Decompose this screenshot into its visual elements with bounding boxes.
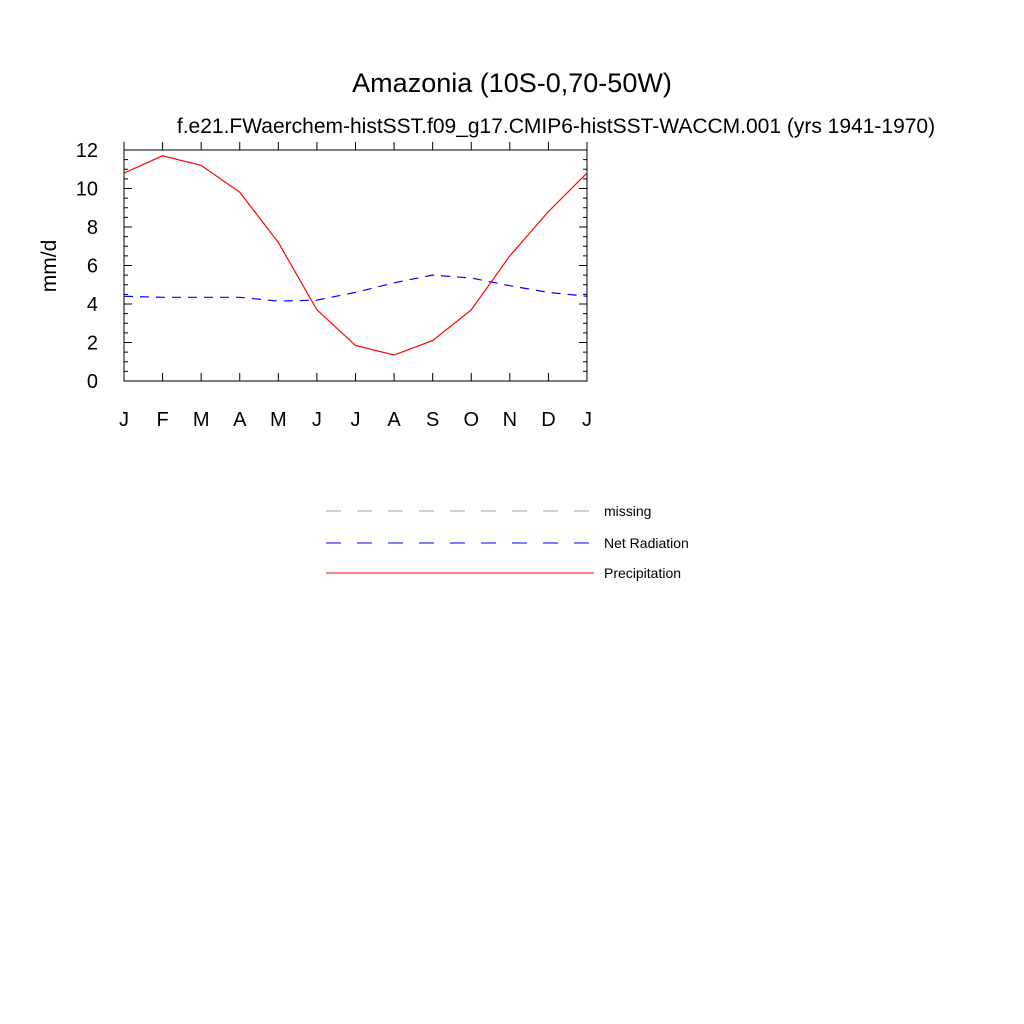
x-tick-label: J	[351, 409, 361, 431]
series-line-precipitation	[123, 155, 588, 356]
x-tick-label: S	[426, 409, 439, 431]
x-tick-label: M	[270, 409, 287, 431]
x-tick-label: D	[541, 409, 555, 431]
series-line-net-radiation	[123, 274, 588, 302]
y-tick-label: 0	[87, 371, 98, 393]
legend-label: Net Radiation	[604, 535, 689, 551]
chart-title: Amazonia (10S-0,70-50W)	[352, 68, 672, 98]
y-tick-label: 10	[76, 179, 98, 201]
y-tick-label: 8	[87, 217, 98, 239]
x-tick-label: J	[582, 409, 592, 431]
x-tick-label: N	[503, 409, 517, 431]
legend: missing Net Radiation Precipitation	[326, 503, 689, 581]
series	[123, 155, 588, 356]
x-tick-label: F	[156, 409, 168, 431]
x-tick-label: A	[387, 409, 401, 431]
y-tick-label: 12	[76, 140, 98, 162]
legend-label: missing	[604, 503, 651, 519]
x-tick-label: O	[463, 409, 479, 431]
legend-label: Precipitation	[604, 565, 681, 581]
x-tick-label: A	[233, 409, 247, 431]
ticks: 0 2 4 6 8 10 12 J F M A M J J A S O N D J	[76, 140, 592, 431]
x-tick-label: M	[193, 409, 210, 431]
y-tick-label: 4	[87, 294, 98, 316]
x-tick-label: J	[119, 409, 129, 431]
y-tick-label: 6	[87, 256, 98, 278]
plot-frame	[123, 149, 588, 382]
y-tick-label: 2	[87, 333, 98, 355]
y-axis-label: mm/d	[38, 240, 61, 293]
x-tick-label: J	[312, 409, 322, 431]
chart-subtitle: f.e21.FWaerchem-histSST.f09_g17.CMIP6-hi…	[177, 115, 935, 138]
